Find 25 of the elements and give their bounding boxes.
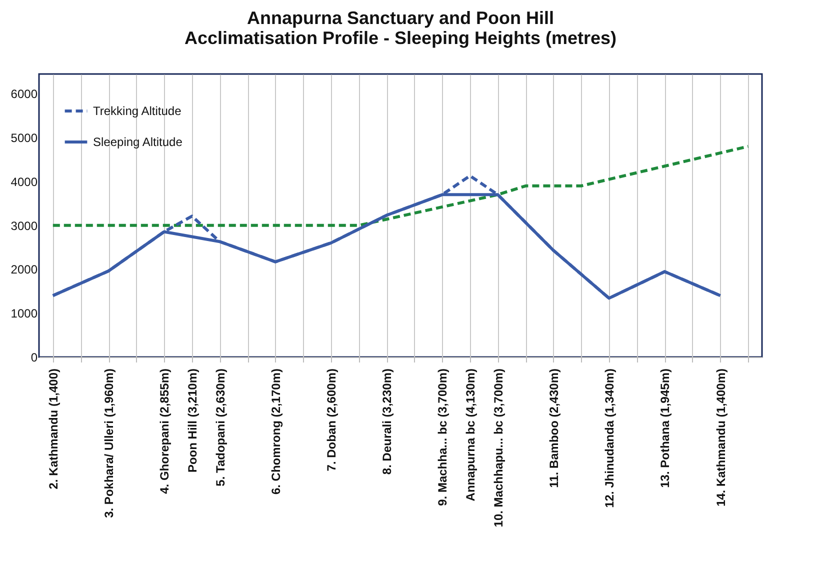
- x-tick-label: 11. Bamboo (2,430m): [546, 368, 561, 488]
- y-tick-label: 0: [30, 350, 38, 364]
- x-tick-label: Poon Hill (3,210m): [185, 368, 200, 473]
- legend-label: Trekking Altitude: [93, 104, 182, 118]
- x-tick-label: 14. Kathmandu (1,400m): [714, 368, 728, 507]
- legend-label: Sleeping Altitude: [93, 135, 183, 149]
- x-tick-label: 5. Tadopani (2,630m): [213, 368, 228, 486]
- x-tick-label: Annapurna bc (4,130m): [464, 368, 478, 502]
- y-tick-label: 5000: [10, 131, 38, 146]
- x-tick-label: 9. Machha... bc (3,700m): [436, 368, 450, 506]
- y-tick-label: 6000: [10, 87, 38, 102]
- x-tick-label: 10. Machhapu... bc (3,700m): [491, 368, 506, 528]
- y-tick-label: 4000: [10, 174, 38, 189]
- y-tick-label: 2000: [10, 262, 38, 277]
- x-tick-label: 12. Jhinudanda (1,340m): [602, 368, 617, 508]
- chart-title: Annapurna Sanctuary and Poon Hill Acclimatisation Profile - Sleeping Heights (metres): [184, 8, 617, 48]
- x-tick-label: 13. Pothana (1,945m): [658, 368, 672, 488]
- x-tick-label: 6. Chomrong (2,170m): [268, 368, 283, 495]
- x-tick-label: 4. Ghorepani (2,855m): [158, 368, 172, 494]
- x-tick-label: 8. Deurali (3,230m): [380, 368, 394, 475]
- x-tick-label: 3. Pokhara/ Ulleri (1,960m): [102, 368, 116, 518]
- x-tick-label: 2. Kathmandu (1,400): [46, 368, 60, 490]
- y-tick-label: 1000: [10, 306, 38, 321]
- x-tick-label: 7. Doban (2,600m): [324, 368, 338, 472]
- y-tick-label: 3000: [10, 218, 38, 233]
